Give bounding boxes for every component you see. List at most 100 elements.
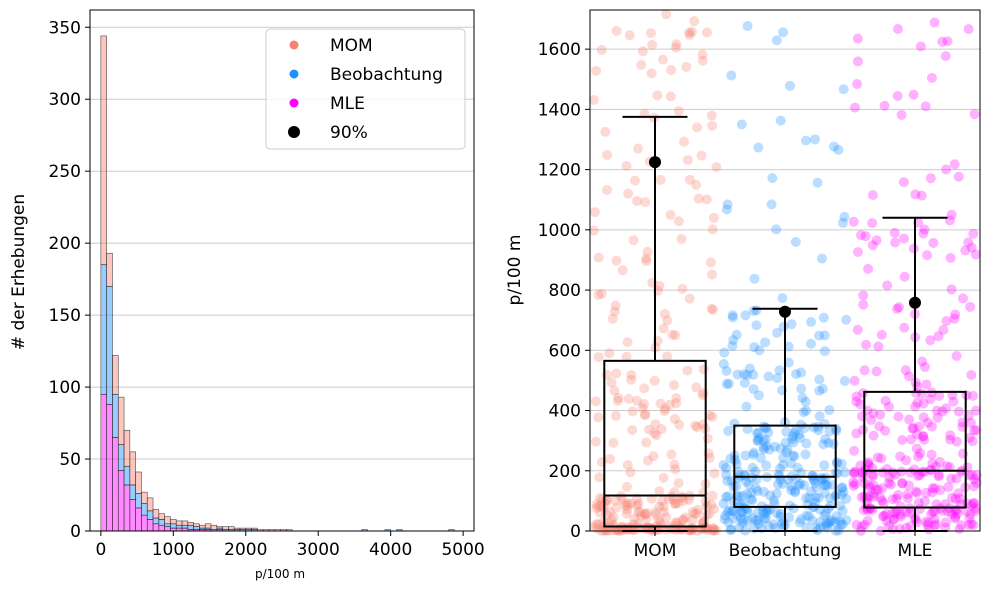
boxplot-point-mom [691,179,702,190]
histogram-bar-mom [187,522,194,526]
boxplot-point-mom [653,514,664,525]
boxplot-point-mom [665,91,676,102]
boxplot-point-mle [945,430,956,441]
histogram-bar-mom [170,519,177,525]
boxplot-point-mom [682,365,693,376]
boxplot-point-beobachtung [787,434,798,445]
boxplot-point-mom [685,525,696,536]
boxplot-point-mom [594,493,605,504]
boxplot-point-mom [650,419,661,430]
boxplot-point-mom [666,64,677,75]
boxplot-point-beobachtung [761,460,772,471]
boxplot-point-mle [848,216,859,227]
boxplot-point-mom [666,449,677,460]
boxplot-point-beobachtung [739,377,750,388]
boxplot-point-beobachtung [746,487,757,498]
boxplot-point-mom [654,280,665,291]
boxplot-point-mom [658,506,669,517]
boxplot-point-mle [922,520,933,531]
boxplot-point-beobachtung [810,478,821,489]
histogram-bar-beobachtung [129,484,136,500]
boxplot-point-beobachtung [815,522,826,533]
boxplot-point-beobachtung [741,401,752,412]
boxplot-point-mom [670,498,681,509]
boxplot-point-mle [858,299,869,310]
boxplot-point-mle [911,388,922,399]
boxplot-point-mom [697,55,708,66]
boxplot-point-beobachtung [758,486,769,497]
boxplot-point-mle [894,302,905,313]
boxplot-point-mom [671,398,682,409]
boxplot-point-mle [920,101,931,112]
boxplot-point-mle [902,489,913,500]
boxplot-point-mom [629,513,640,524]
boxplot-point-beobachtung [778,452,789,463]
histogram-bar-mom [239,527,247,530]
boxplot-point-mom [593,352,604,363]
boxplot-point-beobachtung [810,492,821,503]
boxplot-point-beobachtung [725,453,736,464]
boxplot-box-beobachtung [733,424,837,508]
boxplot-point-beobachtung [774,365,785,376]
boxplot-point-mom [676,233,687,244]
boxplot-point-mle [912,397,923,408]
boxplot-point-beobachtung [775,508,786,519]
boxplot-y-tick-label: 400 [549,402,581,422]
boxplot-point-beobachtung [815,516,826,527]
boxplot-point-mle [872,484,883,495]
boxplot-point-mom [627,406,638,417]
boxplot-point-beobachtung [812,177,823,188]
boxplot-point-mom [672,498,683,509]
boxplot-point-mle [922,250,933,261]
boxplot-point-beobachtung [752,486,763,497]
histogram-bar-beobachtung [175,524,183,529]
boxplot-point-mle [943,506,954,517]
boxplot-point-mle [925,173,936,184]
boxplot-point-mom [664,399,675,410]
boxplot-point-mom [652,90,663,101]
boxplot-point-mle [852,324,863,335]
boxplot-point-mle [859,519,870,530]
boxplot-point-mom [673,216,684,227]
boxplot-point-mle [884,401,895,412]
boxplot-point-mom [705,257,716,268]
boxplot-point-mom [595,500,606,511]
boxplot-point-beobachtung [838,486,849,497]
legend-label-mom: MOM [330,36,373,56]
boxplot-point-mle [909,464,920,475]
boxplot-point-beobachtung [766,199,777,210]
boxplot-point-mle [883,477,894,488]
histogram-x-tick-label: 4000 [369,540,412,560]
boxplot-point-beobachtung [752,435,763,446]
boxplot-y-ticks: 0 200 400 600 800 1000 1200 1400 1600 [538,40,590,542]
boxplot-point-beobachtung [836,489,847,500]
boxplot-point-mle [887,494,898,505]
boxplot-point-mle [901,455,912,466]
boxplot-point-mle [890,469,901,480]
boxplot-point-beobachtung [737,490,748,501]
boxplot-point-beobachtung [755,452,766,463]
boxplot-point-mle [867,218,878,229]
boxplot-point-beobachtung [800,135,811,146]
boxplot-point-mle [941,403,952,414]
boxplot-point-beobachtung [784,80,795,91]
boxplot-point-mom [626,369,637,380]
boxplot-point-mle [953,488,964,499]
boxplot-point-mle [859,365,870,376]
boxplot-point-mle [964,432,975,443]
boxplot-point-mle [969,425,980,436]
boxplot-point-beobachtung [753,518,764,529]
boxplot-point-mom [649,428,660,439]
boxplot-point-beobachtung [737,517,748,528]
histogram-bar-beobachtung [158,519,165,526]
boxplot-point-beobachtung [753,390,764,401]
boxplot-point-mle [861,339,872,350]
boxplot-point-beobachtung [831,511,842,522]
boxplot-point-mom [646,68,657,79]
boxplot-point-mom [637,403,648,414]
boxplot-point-mle [875,492,886,503]
boxplot-point-beobachtung [783,341,794,352]
boxplot-point-mle [881,508,892,519]
boxplot-point-mom [651,430,662,441]
boxplot-point-mle [864,479,875,490]
